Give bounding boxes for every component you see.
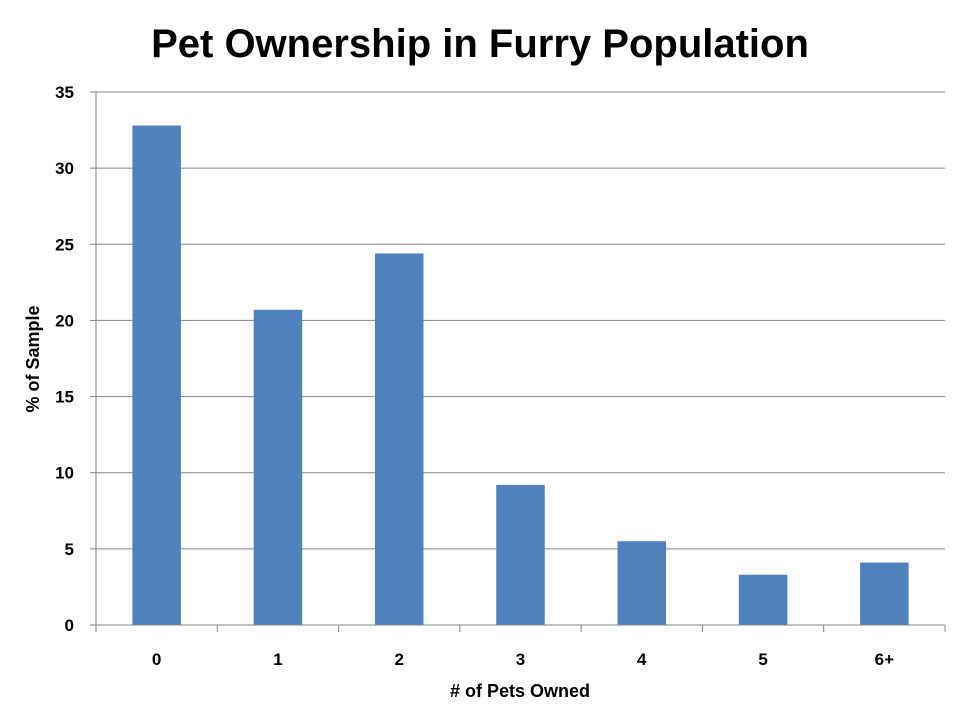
bar-0 — [132, 125, 181, 625]
x-tick-label: 0 — [152, 650, 161, 669]
y-tick-label: 5 — [65, 540, 74, 559]
bar-2 — [374, 253, 424, 625]
x-tick-label: 5 — [758, 650, 767, 669]
x-tick-label: 6+ — [875, 650, 894, 669]
x-axis-label: # of Pets Owned — [450, 681, 590, 701]
y-tick-label: 35 — [55, 83, 74, 102]
y-tick-label: 15 — [55, 388, 74, 407]
x-tick-label: 2 — [394, 650, 403, 669]
y-tick-label: 10 — [55, 464, 74, 483]
bar-5 — [738, 574, 788, 625]
bar-3 — [496, 484, 545, 625]
bar-6+ — [860, 562, 909, 625]
bars — [132, 125, 909, 625]
bar-4 — [617, 541, 667, 625]
y-tick-label: 25 — [55, 235, 74, 254]
bar-1 — [253, 309, 303, 625]
x-tick-label: 1 — [273, 650, 282, 669]
y-tick-label: 20 — [55, 311, 74, 330]
x-tick-labels: 0 1 2 3 4 5 6+ — [152, 650, 894, 669]
y-tick-labels: 0 5 10 15 20 25 30 35 — [55, 83, 74, 635]
x-tick-label: 3 — [516, 650, 525, 669]
grid-lines — [90, 91, 945, 626]
y-tick-label: 0 — [65, 616, 74, 635]
axes — [95, 92, 946, 632]
y-axis-label: % of Sample — [23, 305, 43, 412]
y-tick-label: 30 — [55, 159, 74, 178]
x-tick-label: 4 — [637, 650, 647, 669]
chart-title: Pet Ownership in Furry Population — [151, 22, 809, 66]
